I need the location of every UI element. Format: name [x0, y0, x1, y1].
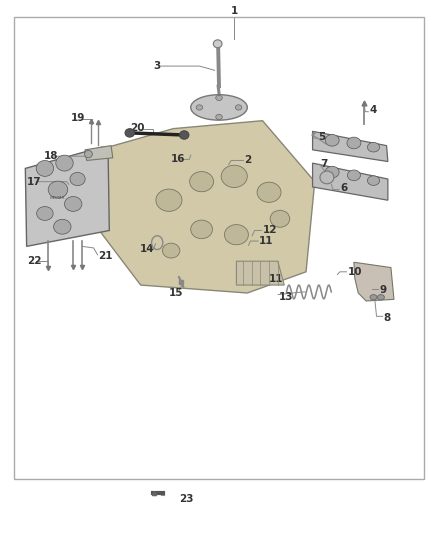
Ellipse shape — [320, 171, 334, 184]
Ellipse shape — [156, 189, 182, 212]
Polygon shape — [25, 147, 110, 246]
Text: 23: 23 — [179, 494, 194, 504]
Ellipse shape — [53, 219, 71, 234]
Ellipse shape — [367, 142, 380, 152]
Polygon shape — [237, 261, 284, 285]
Ellipse shape — [191, 220, 212, 239]
Text: 11: 11 — [259, 236, 274, 246]
Ellipse shape — [347, 170, 360, 181]
Text: 22: 22 — [27, 256, 41, 266]
Ellipse shape — [224, 224, 248, 245]
Text: 18: 18 — [44, 151, 59, 161]
Text: 15: 15 — [169, 288, 184, 298]
Bar — [14, 17, 424, 479]
Ellipse shape — [85, 150, 92, 158]
Ellipse shape — [162, 243, 180, 258]
Polygon shape — [313, 163, 388, 200]
Ellipse shape — [216, 114, 222, 119]
Ellipse shape — [370, 295, 377, 300]
Text: 13: 13 — [279, 292, 293, 302]
Text: 20: 20 — [130, 123, 145, 133]
Ellipse shape — [235, 105, 242, 110]
Ellipse shape — [56, 155, 73, 171]
Text: 10: 10 — [347, 267, 362, 277]
Text: 12: 12 — [262, 225, 277, 236]
Ellipse shape — [325, 134, 339, 146]
Text: 1: 1 — [231, 6, 238, 16]
Ellipse shape — [196, 105, 203, 110]
Ellipse shape — [270, 211, 290, 227]
Ellipse shape — [64, 197, 82, 212]
Ellipse shape — [347, 137, 361, 149]
Ellipse shape — [70, 172, 85, 185]
Polygon shape — [85, 146, 113, 160]
Ellipse shape — [213, 40, 222, 48]
Ellipse shape — [37, 207, 53, 220]
Text: 2: 2 — [244, 156, 251, 165]
Polygon shape — [313, 131, 388, 161]
Text: 8: 8 — [384, 313, 391, 323]
Text: 19: 19 — [71, 113, 85, 123]
Text: MOPAR: MOPAR — [50, 196, 66, 200]
Ellipse shape — [180, 131, 189, 139]
Text: 21: 21 — [99, 251, 113, 261]
Ellipse shape — [125, 128, 134, 137]
Polygon shape — [354, 262, 394, 301]
Text: 6: 6 — [340, 183, 347, 193]
Ellipse shape — [257, 182, 281, 203]
Ellipse shape — [378, 295, 385, 300]
Ellipse shape — [191, 95, 247, 120]
Ellipse shape — [36, 160, 53, 176]
Polygon shape — [99, 120, 315, 293]
Text: 7: 7 — [321, 159, 328, 169]
Text: 16: 16 — [171, 155, 186, 164]
Text: 14: 14 — [140, 244, 155, 254]
Ellipse shape — [325, 166, 339, 178]
Text: 4: 4 — [369, 105, 377, 115]
Text: 17: 17 — [27, 176, 41, 187]
Ellipse shape — [221, 165, 247, 188]
Text: 11: 11 — [268, 273, 283, 284]
Ellipse shape — [48, 181, 68, 198]
Ellipse shape — [216, 95, 222, 101]
Text: 5: 5 — [318, 132, 325, 142]
Text: 3: 3 — [153, 61, 160, 71]
Text: 9: 9 — [379, 285, 386, 295]
Ellipse shape — [367, 176, 380, 185]
Ellipse shape — [190, 172, 214, 192]
